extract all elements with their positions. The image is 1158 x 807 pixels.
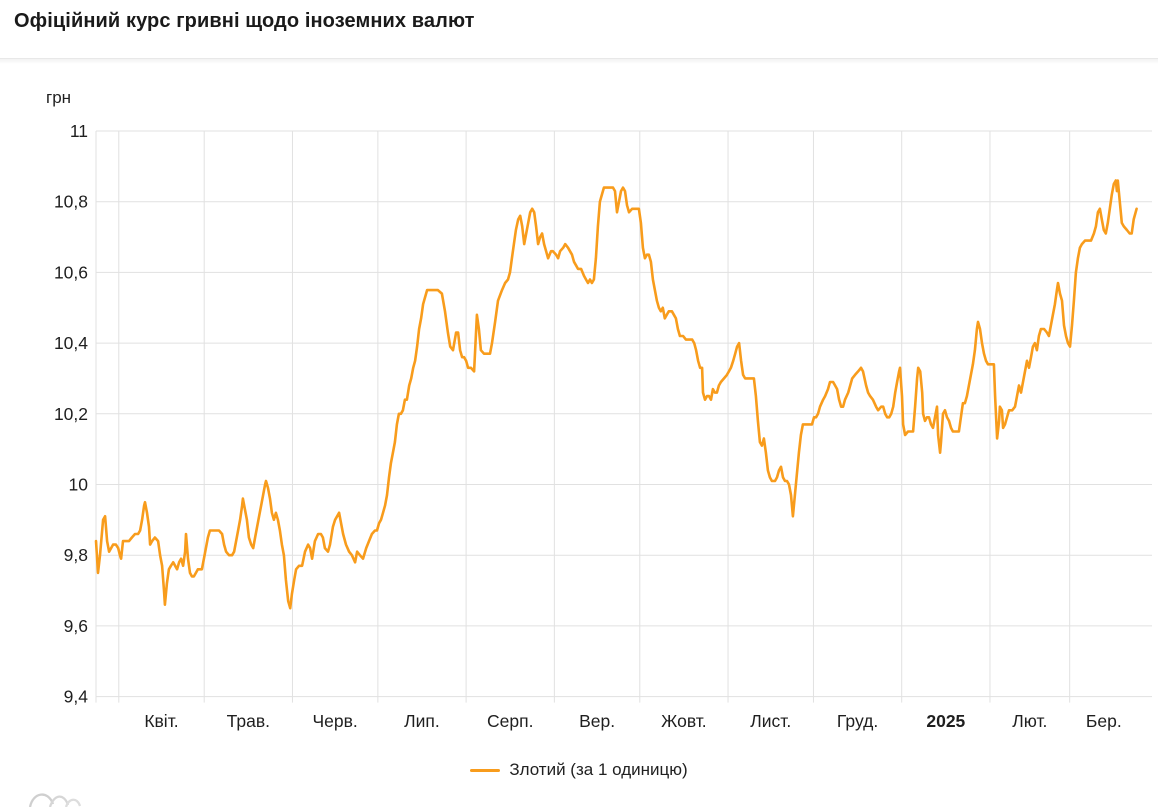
svg-text:Жовт.: Жовт. [661, 711, 707, 731]
series-line-zloty [94, 179, 1138, 610]
svg-text:Трав.: Трав. [227, 711, 270, 731]
svg-text:10: 10 [69, 475, 89, 495]
svg-text:11: 11 [70, 121, 88, 141]
axis-tick-marks [95, 696, 1071, 703]
svg-text:Черв.: Черв. [312, 711, 357, 731]
y-axis-labels: 11 10,8 10,6 10,4 10,2 10 9,8 9,6 9,4 [54, 121, 88, 707]
svg-text:Лип.: Лип. [404, 711, 440, 731]
svg-text:10,2: 10,2 [54, 404, 88, 424]
svg-text:9,8: 9,8 [64, 545, 88, 565]
svg-text:9,6: 9,6 [64, 616, 88, 636]
svg-text:Квіт.: Квіт. [144, 711, 178, 731]
chart-legend: Злотий (за 1 одиницю) [0, 760, 1158, 780]
svg-text:Вер.: Вер. [579, 711, 615, 731]
gridlines [95, 130, 1152, 698]
legend-series-label[interactable]: Злотий (за 1 одиницю) [509, 760, 688, 779]
chart-header: Офіційний курс гривні щодо іноземних вал… [0, 0, 1158, 64]
svg-text:2025: 2025 [926, 711, 965, 731]
svg-text:Лист.: Лист. [750, 711, 791, 731]
legend-line-marker-icon [470, 768, 501, 772]
watermark-logo-icon [28, 793, 82, 807]
svg-text:10,8: 10,8 [54, 192, 88, 212]
svg-text:Лют.: Лют. [1012, 711, 1047, 731]
svg-text:Серп.: Серп. [487, 711, 533, 731]
svg-text:Бер.: Бер. [1086, 711, 1122, 731]
y-axis-unit-label: грн [46, 88, 72, 107]
svg-text:10,4: 10,4 [54, 333, 88, 353]
x-axis-labels: Квіт. Трав. Черв. Лип. Серп. Вер. Жовт. Лист. Гр… [144, 711, 1121, 731]
page-title: Офіційний курс гривні щодо іноземних вал… [14, 10, 475, 32]
svg-text:9,4: 9,4 [64, 687, 89, 707]
svg-text:10,6: 10,6 [54, 262, 88, 282]
svg-text:Груд.: Груд. [837, 711, 878, 731]
